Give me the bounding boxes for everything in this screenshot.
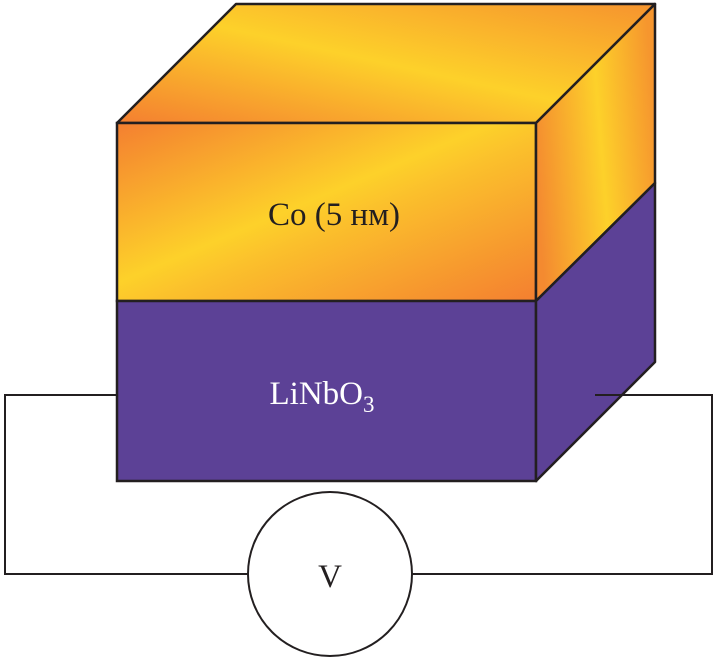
voltmeter [247,491,413,657]
voltmeter-label: V [318,559,342,595]
linbo3-label-main: LiNbO [270,376,364,412]
co-front-face [115,121,538,303]
linbo3-label-subscript: 3 [363,392,375,417]
right-wire [412,394,713,575]
co-layer-label: Co (5 нм) [268,197,400,233]
linbo3-front-face [115,299,538,483]
linbo3-layer-label: LiNbO3 [270,376,375,417]
linbo3-side-face [534,181,657,483]
left-wire [4,394,248,575]
